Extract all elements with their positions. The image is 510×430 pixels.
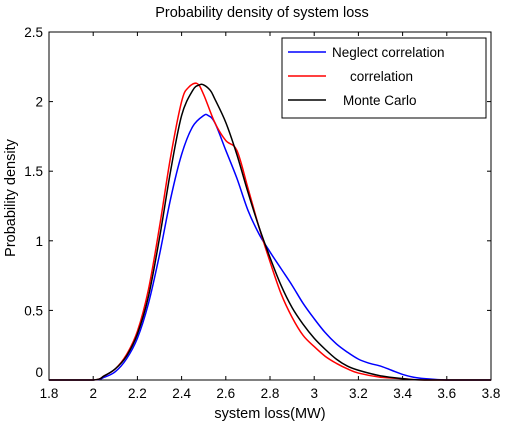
x-tick-label: 3 bbox=[310, 386, 318, 401]
y-axis-ticks: 0 0.5 1 1.5 2 2.5 bbox=[24, 25, 491, 381]
y-tick-label: 1.5 bbox=[24, 164, 43, 179]
y-tick-label: 1 bbox=[35, 234, 43, 249]
x-tick-label: 3.8 bbox=[482, 386, 501, 401]
y-tick-label: 2.5 bbox=[24, 25, 43, 40]
y-tick-label: 0 bbox=[35, 365, 43, 380]
legend-label-0: Neglect correlation bbox=[332, 45, 445, 60]
y-axis-label: Probability density bbox=[3, 138, 19, 256]
x-tick-label: 2.6 bbox=[216, 386, 235, 401]
legend-label-2: Monte Carlo bbox=[343, 93, 417, 108]
series-lines bbox=[48, 82, 491, 381]
x-axis-ticks: 1.8 2 2.2 2.4 2.6 2.8 3 3.2 3.4 3.6 3.8 bbox=[40, 32, 501, 401]
x-axis-label: system loss(MW) bbox=[214, 406, 325, 422]
x-tick-label: 2.2 bbox=[128, 386, 147, 401]
x-tick-label: 2 bbox=[89, 386, 97, 401]
legend: Neglect correlation correlation Monte Carl… bbox=[281, 37, 487, 119]
x-tick-label: 3.6 bbox=[437, 386, 456, 401]
series-line-0 bbox=[48, 113, 491, 381]
y-tick-label: 2 bbox=[35, 95, 43, 110]
legend-label-1: correlation bbox=[350, 69, 413, 84]
x-tick-label: 3.2 bbox=[349, 386, 368, 401]
y-tick-label: 0.5 bbox=[24, 303, 43, 318]
series-line-2 bbox=[48, 83, 491, 381]
x-tick-label: 2.8 bbox=[261, 386, 280, 401]
x-tick-label: 3.4 bbox=[393, 386, 412, 401]
x-tick-label: 1.8 bbox=[40, 386, 59, 401]
chart-title: Probability density of system loss bbox=[155, 5, 369, 21]
x-tick-label: 2.4 bbox=[172, 386, 191, 401]
series-line-1 bbox=[48, 82, 491, 381]
